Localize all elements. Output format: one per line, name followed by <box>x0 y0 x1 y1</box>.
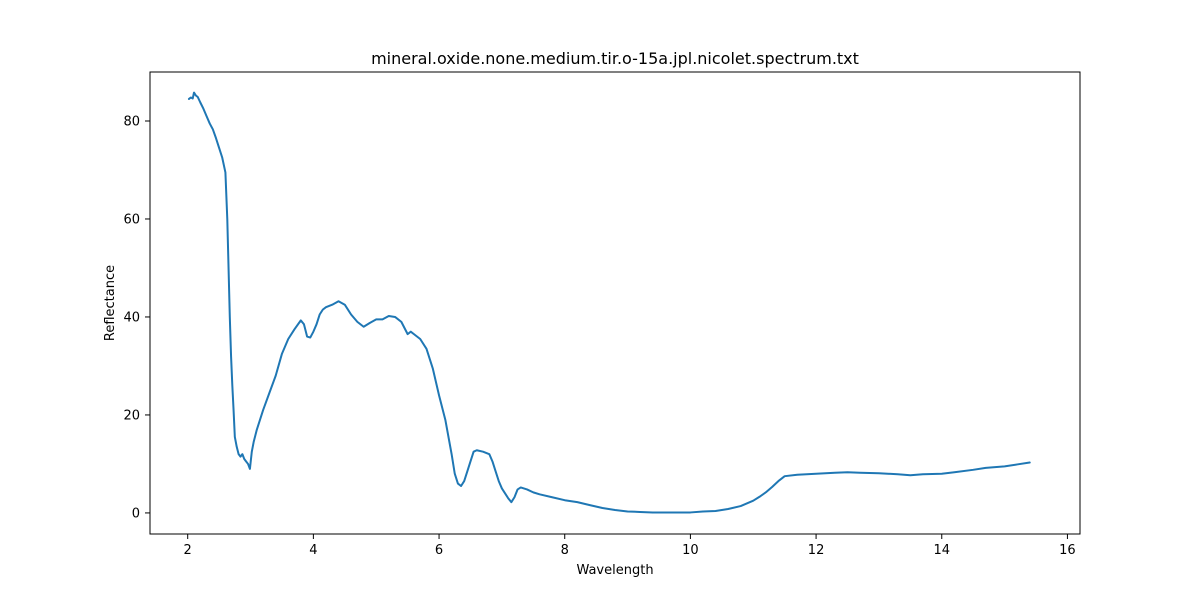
x-tick-label: 10 <box>682 543 699 558</box>
y-tick-label: 0 <box>132 506 140 521</box>
plot-frame <box>149 71 1081 535</box>
x-tick-label: 12 <box>808 543 825 558</box>
x-tick-label: 8 <box>561 543 569 558</box>
y-axis: 0 20 40 60 80 <box>123 114 150 521</box>
y-tick-label: 40 <box>123 310 140 325</box>
x-tick-label: 16 <box>1059 543 1076 558</box>
x-tick-label: 14 <box>933 543 950 558</box>
x-tick-label: 4 <box>309 543 317 558</box>
chart-title: mineral.oxide.none.medium.tir.o-15a.jpl.… <box>371 49 859 68</box>
x-axis-label: Wavelength <box>576 563 653 578</box>
x-axis: 2 4 6 8 10 12 14 16 <box>184 534 1076 558</box>
y-axis-label: Reflectance <box>103 265 118 341</box>
x-tick-label: 6 <box>435 543 443 558</box>
x-tick-label: 2 <box>184 543 192 558</box>
series-layer <box>187 91 1031 514</box>
y-tick-label: 80 <box>123 114 140 129</box>
series-line <box>187 91 1031 514</box>
y-tick-label: 60 <box>123 212 140 227</box>
y-tick-label: 20 <box>123 408 140 423</box>
